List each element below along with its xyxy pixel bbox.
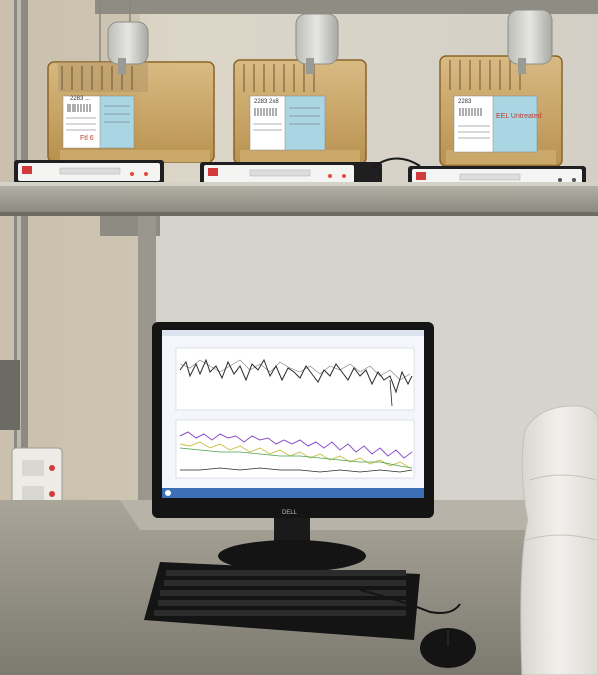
cage-2: 2283 2x8 (233, 59, 367, 165)
monitor-brand: DELL (282, 510, 298, 516)
shelf-leg (138, 216, 156, 516)
cage-2-tag: 2283 2x8 (254, 99, 279, 105)
upper-shelf-edge (95, 0, 598, 14)
cage-3-tag: 2283 (458, 99, 472, 105)
steel-shelf (0, 182, 598, 216)
white-cover (520, 405, 598, 675)
balance-unit-2 (200, 162, 382, 186)
cable (371, 157, 421, 169)
water-bottle-3 (507, 9, 553, 74)
cage-3-note: EEL Untreated (496, 113, 542, 120)
water-bottle-1 (107, 21, 149, 74)
cage-1-tag: 2283 ... (70, 96, 90, 102)
balance-unit-1 (14, 160, 164, 184)
cage-1: 2283 ... Ftl 6 (47, 61, 215, 163)
cage-1-note: Ftl 6 (80, 135, 94, 142)
water-bottle-2 (295, 13, 339, 74)
taskbar (162, 488, 424, 498)
mouse (359, 589, 476, 668)
cage-3: 2283 EEL Untreated (439, 55, 563, 167)
keyboard (144, 562, 420, 640)
monitor: DELL (152, 322, 434, 572)
